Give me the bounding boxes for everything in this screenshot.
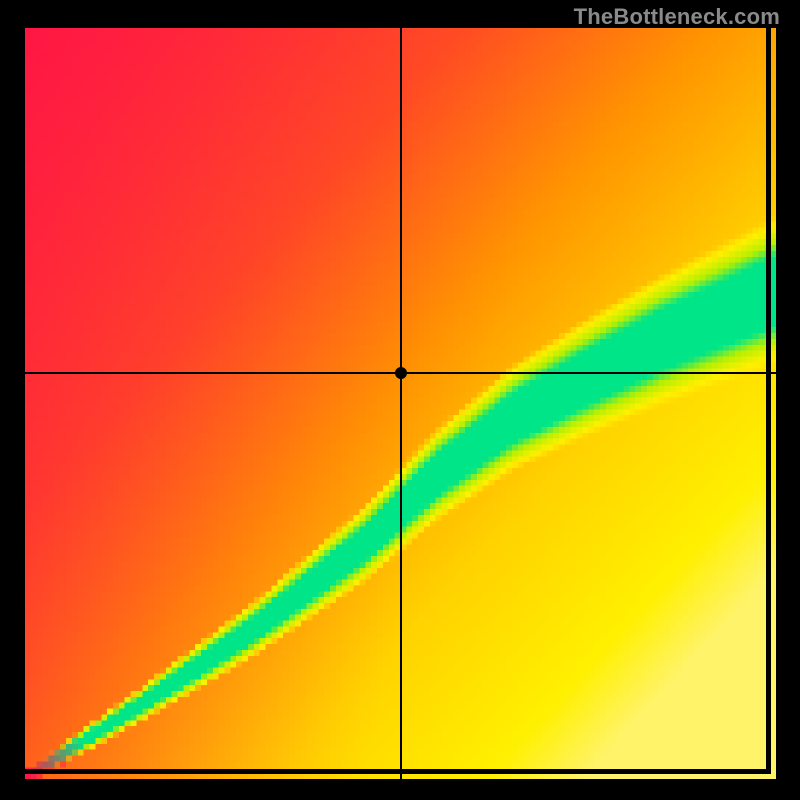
crosshair-vertical (400, 28, 402, 779)
chart-container: TheBottleneck.com (0, 0, 800, 800)
crosshair-marker (395, 367, 407, 379)
plot-border (20, 23, 771, 774)
watermark-text: TheBottleneck.com (574, 4, 780, 30)
